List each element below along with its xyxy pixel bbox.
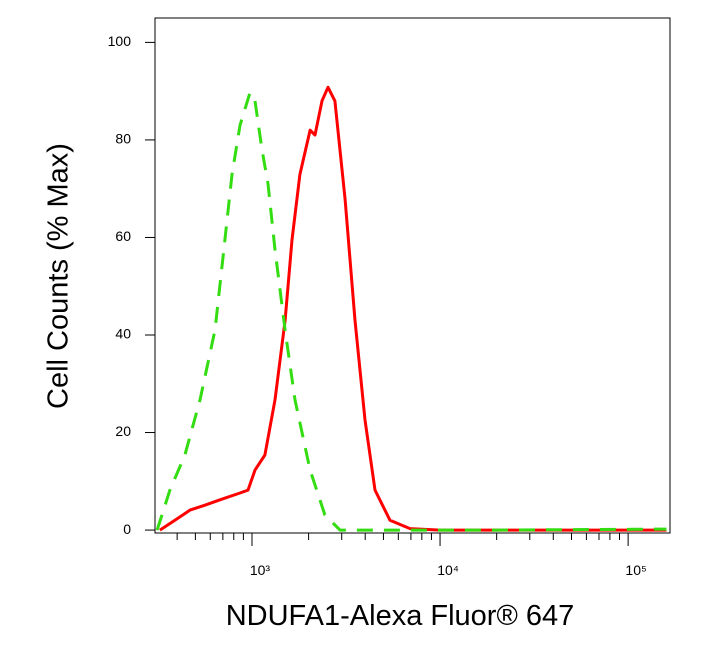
series-line <box>159 85 667 532</box>
y-tick-label: 40 <box>115 326 131 342</box>
y-tick-label: 80 <box>115 131 131 147</box>
series-line <box>155 91 667 532</box>
x-tick-label: 10⁵ <box>625 562 646 578</box>
y-axis-title: Cell Counts (% Max) <box>43 143 75 409</box>
x-tick-label: 10⁴ <box>437 562 459 578</box>
y-tick-label: 60 <box>115 228 131 244</box>
x-tick-label: 10³ <box>250 562 271 578</box>
plot-frame <box>154 17 671 534</box>
y-tick-label: 100 <box>108 33 132 49</box>
y-tick-label: 20 <box>115 423 131 439</box>
x-axis-title: NDUFA1-Alexa Fluor® 647 <box>226 600 575 632</box>
y-tick-label: 0 <box>123 521 131 537</box>
